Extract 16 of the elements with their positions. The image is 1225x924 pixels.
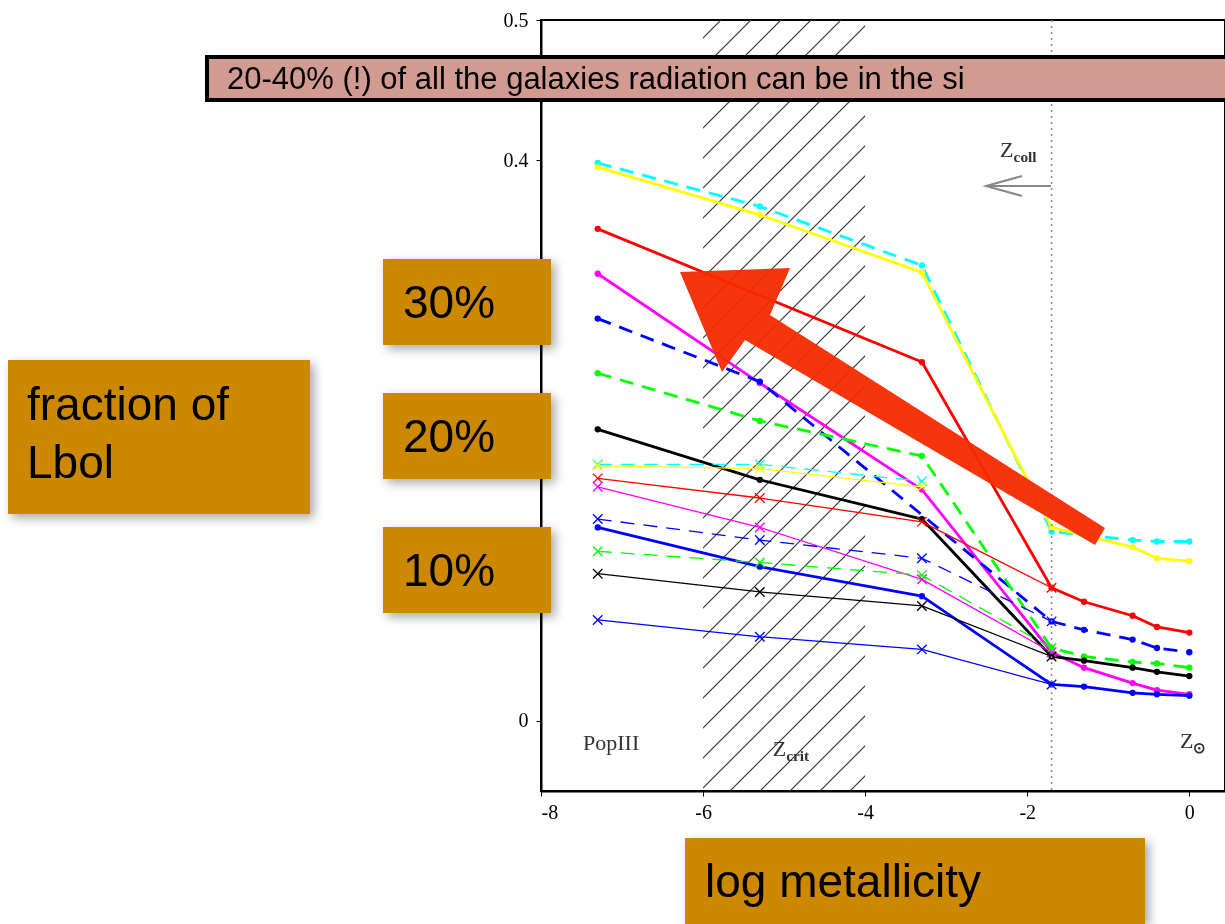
y-tick-label: 0.4 [503, 148, 529, 171]
text: 20% [403, 409, 496, 464]
x-tick-label: -2 [1019, 800, 1037, 823]
x-tick-label: 0 [1184, 800, 1195, 823]
x-axis-title: log metallicity [705, 854, 982, 909]
text: 10% [403, 543, 496, 598]
x-tick-label: -6 [695, 800, 712, 823]
text: fraction of Lbol [27, 377, 230, 490]
annotation: PopIII [583, 730, 640, 756]
y-tick-label: 0.5 [503, 8, 529, 31]
x-tick-label: -8 [541, 800, 559, 823]
text: 30% [403, 275, 496, 330]
y-tick-label: 0 [518, 709, 529, 732]
annotation: Z$_{⊙}$ [1180, 728, 1207, 758]
x-tick-label: -4 [857, 800, 875, 823]
text: 20-40% (!) of all the galaxies radiation can be in the si [227, 60, 965, 98]
